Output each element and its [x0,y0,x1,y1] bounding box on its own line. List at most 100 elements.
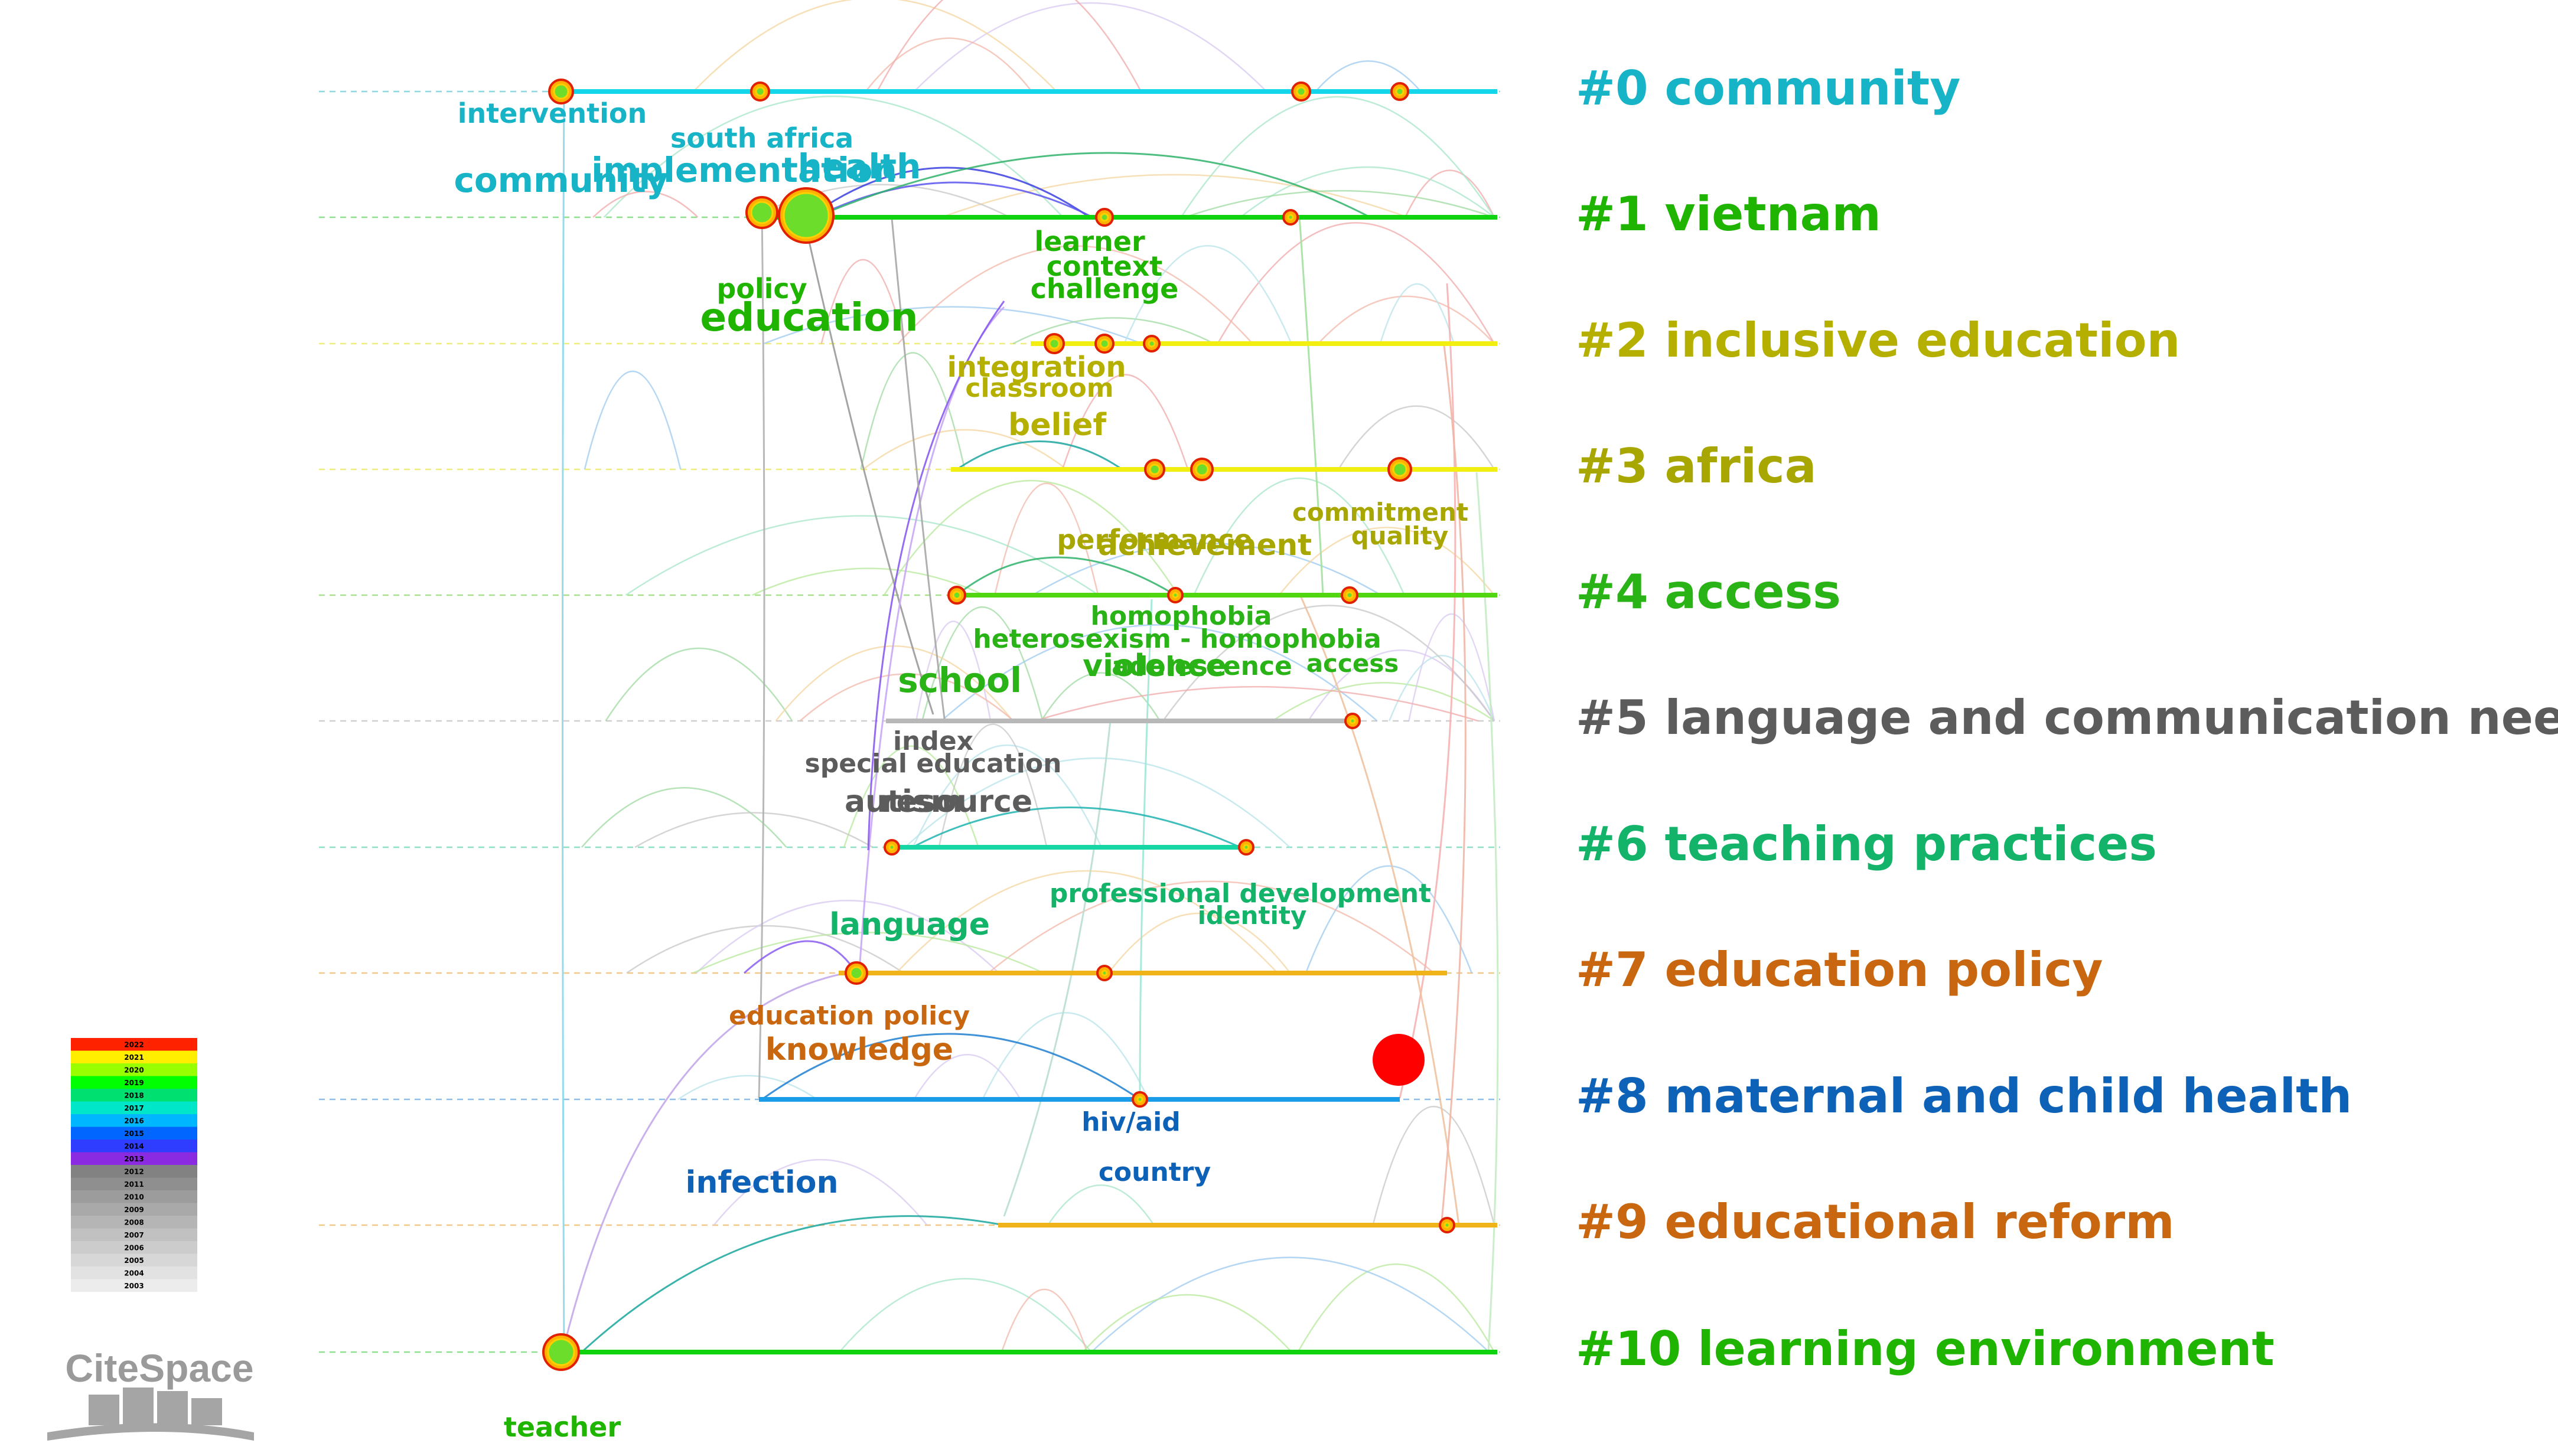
keyword-node[interactable] [1094,334,1115,354]
keyword-node[interactable] [1144,459,1165,480]
keyword-label[interactable]: education policy [729,1001,970,1031]
legend-swatch [71,1228,197,1241]
keyword-label[interactable]: heterosexism - homophobia [973,624,1381,654]
cluster-label-5[interactable]: #5 language and communication needs [1576,690,2558,745]
keyword-label[interactable]: resource [881,784,1032,820]
keyword-node[interactable] [1132,1091,1148,1108]
burst-node[interactable] [1373,1034,1425,1086]
link-arc [799,673,1014,722]
link-arc [1047,1184,1155,1226]
long-link [867,301,1005,851]
cluster-label-9[interactable]: #9 educational reform [1576,1194,2175,1249]
keyword-node[interactable] [1190,458,1214,481]
keyword-node[interactable] [778,187,835,244]
keyword-node[interactable] [1238,839,1254,856]
keyword-node[interactable] [1167,587,1184,603]
keyword-node[interactable] [1143,335,1161,352]
keyword-label[interactable]: learner [1034,226,1145,257]
keyword-label[interactable]: special education [805,749,1062,779]
keyword-node[interactable] [1390,82,1409,101]
keyword-node[interactable] [750,81,770,102]
keyword-label[interactable]: hiv/aid [1081,1107,1180,1137]
keyword-label[interactable]: intervention [458,97,647,129]
cluster-label-8[interactable]: #8 maternal and child health [1576,1069,2352,1124]
cluster-labels: #0 community #1 vietnam #2 inclusive educa… [1576,61,2558,1376]
keyword-label[interactable]: access [1306,649,1399,678]
keyword-label[interactable]: index [893,726,973,756]
legend-swatch [71,1038,197,1051]
keyword-label[interactable]: implementation [591,150,897,190]
keyword-label[interactable]: identity [1198,901,1307,930]
legend-swatch [71,1140,197,1153]
keyword-labels: intervention south africacommunityimpleme… [454,97,1468,1443]
link-arc [1305,865,1472,974]
keyword-label[interactable]: violence [1083,648,1227,684]
keyword-label[interactable]: commitment [1292,498,1468,527]
keyword-label[interactable]: homophobia [1091,601,1272,631]
keyword-label[interactable]: country [1099,1157,1211,1187]
link-arc [1061,374,1189,470]
link-arc [1389,655,1495,722]
keyword-label[interactable]: school [898,660,1022,700]
keyword-node[interactable] [548,79,574,105]
keyword-label[interactable]: infection [686,1165,839,1200]
link-arc [693,0,1057,92]
keyword-label[interactable]: achievement [1098,528,1312,562]
link-arc [1372,1106,1495,1226]
cluster-label-2[interactable]: #2 inclusive education [1576,313,2180,368]
keyword-label[interactable]: classroom [965,373,1113,403]
cluster-label-6[interactable]: #6 teaching practices [1576,817,2157,871]
legend-year: 2003 [124,1282,144,1290]
keyword-node[interactable] [884,839,900,856]
keyword-nodes [542,79,1455,1371]
keyword-label[interactable]: belief [1008,407,1107,443]
link-arc [743,940,858,974]
cluster-label-0[interactable]: #0 community [1576,61,1960,116]
keyword-node[interactable] [1282,209,1299,226]
link-arc [876,0,1142,92]
keyword-node[interactable] [1439,1217,1455,1233]
keyword-node[interactable] [1344,713,1361,729]
keyword-node[interactable] [1096,965,1113,981]
link-arc [843,745,979,848]
keyword-node[interactable] [845,961,868,985]
link-arc [1318,295,1495,344]
keyword-node[interactable] [947,586,966,605]
cluster-label-3[interactable]: #3 africa [1576,439,1817,494]
keyword-label[interactable]: professional development [1050,879,1431,909]
keyword-label[interactable]: knowledge [765,1032,953,1067]
legend-swatch [71,1114,197,1127]
keyword-label[interactable]: teacher [504,1411,621,1443]
keyword-label[interactable]: community [454,160,668,200]
keyword-label[interactable]: performance [1057,524,1252,556]
keyword-label[interactable]: education [700,295,918,340]
keyword-label[interactable]: health [798,146,921,187]
cluster-label-1[interactable]: #1 vietnam [1576,187,1881,241]
link-arc [603,95,1064,218]
keyword-label[interactable]: integration [947,351,1126,384]
keyword-label[interactable]: language [829,907,990,942]
link-arc [584,370,682,470]
cluster-label-4[interactable]: #4 access [1576,564,1841,619]
keyword-label[interactable]: south africa [670,122,853,154]
keyword-node[interactable] [1387,457,1412,482]
link-arc [1107,912,1291,974]
keyword-label[interactable]: autism [845,784,963,820]
link-arc [1001,1288,1088,1353]
keyword-label[interactable]: challenge [1031,273,1179,305]
keyword-node[interactable] [1095,208,1114,227]
keyword-node[interactable] [1291,81,1311,102]
keyword-node[interactable] [542,1333,580,1371]
link-arc [938,723,1048,848]
link-arc [913,2,1267,92]
keyword-label[interactable]: adolescence [1112,651,1292,681]
keyword-node[interactable] [1341,586,1358,604]
keyword-label[interactable]: quality [1351,521,1449,550]
cluster-label-7[interactable]: #7 education policy [1576,942,2103,997]
keyword-label[interactable]: policy [716,273,807,305]
keyword-node[interactable] [745,196,778,229]
link-arc [814,152,1371,218]
cluster-label-10[interactable]: #10 learning environment [1576,1321,2274,1376]
keyword-label[interactable]: context [1047,250,1162,282]
keyword-node[interactable] [1044,333,1065,354]
